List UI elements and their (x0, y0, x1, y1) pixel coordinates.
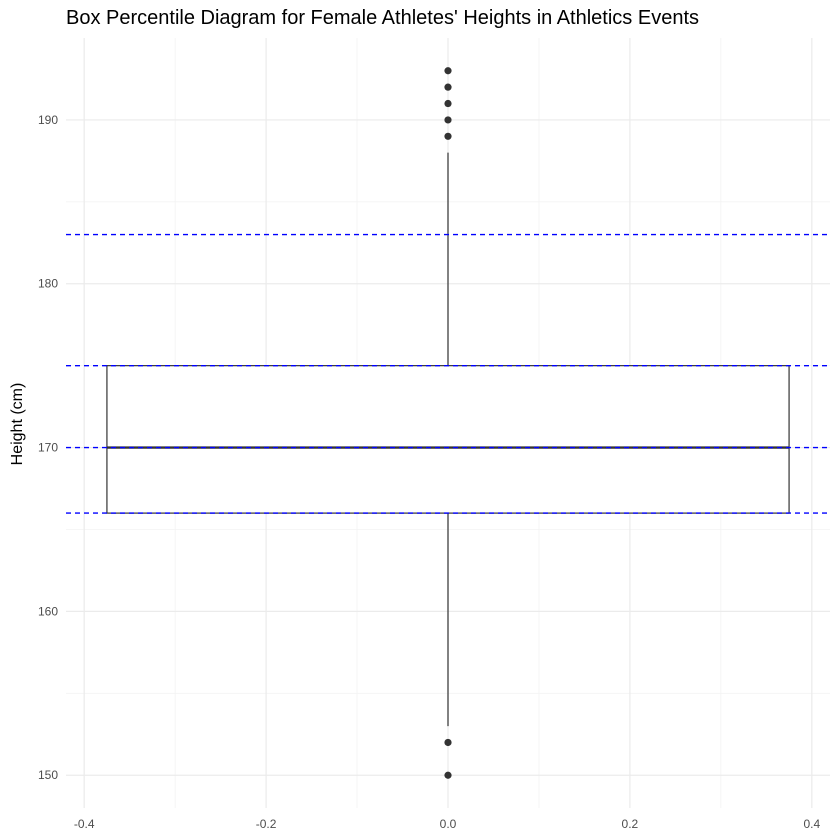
x-tick-label: 0.0 (440, 817, 457, 831)
outlier-point (444, 67, 452, 75)
outlier-point (444, 771, 452, 779)
outlier-point (444, 99, 452, 108)
outlier-point (444, 132, 452, 140)
x-axis-ticks: -0.4 -0.2 0.0 0.2 0.4 (74, 817, 821, 831)
y-tick-label: 170 (38, 441, 58, 455)
x-tick-label: 0.2 (622, 817, 639, 831)
box-plot (106, 67, 790, 779)
y-tick-label: 180 (38, 277, 58, 291)
box-iqr (106, 365, 790, 514)
y-axis-title: Height (cm) (9, 383, 26, 466)
reference-lines (66, 233, 830, 514)
y-tick-label: 150 (38, 768, 58, 782)
outlier-point (444, 116, 452, 124)
x-tick-label: 0.4 (803, 817, 820, 831)
y-axis-ticks: 150 160 170 180 190 (38, 113, 58, 782)
chart-title: Box Percentile Diagram for Female Athlet… (66, 7, 699, 29)
x-tick-label: -0.4 (74, 817, 95, 831)
outlier-point (444, 83, 452, 91)
outlier-point (444, 738, 452, 747)
x-tick-label: -0.2 (256, 817, 277, 831)
y-tick-label: 190 (38, 113, 58, 127)
y-tick-label: 160 (38, 604, 58, 618)
